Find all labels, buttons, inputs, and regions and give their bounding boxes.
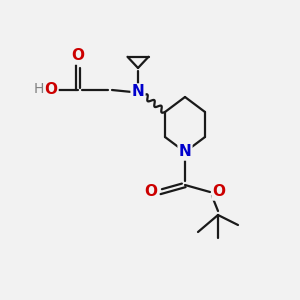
Text: H: H bbox=[34, 82, 44, 96]
Text: O: O bbox=[212, 184, 226, 200]
Text: N: N bbox=[132, 85, 144, 100]
Text: O: O bbox=[44, 82, 58, 98]
Text: N: N bbox=[178, 145, 191, 160]
Text: O: O bbox=[71, 49, 85, 64]
Text: O: O bbox=[145, 184, 158, 200]
